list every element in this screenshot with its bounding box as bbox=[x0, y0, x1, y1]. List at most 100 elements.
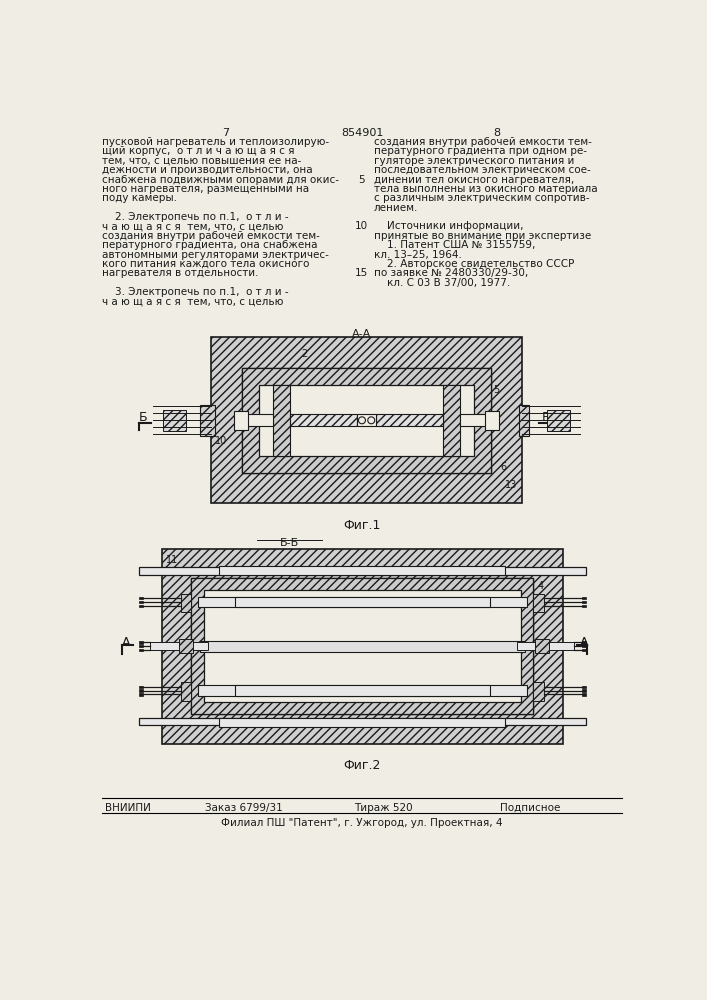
Bar bbox=[192, 578, 533, 714]
Text: 9: 9 bbox=[363, 462, 369, 472]
Text: 5: 5 bbox=[493, 385, 499, 395]
Bar bbox=[582, 605, 586, 607]
Bar bbox=[376, 414, 443, 426]
Text: снабжена подвижными опорами для окис-: снабжена подвижными опорами для окис- bbox=[103, 175, 339, 185]
Text: 1. Патент США № 3155759,: 1. Патент США № 3155759, bbox=[373, 240, 535, 250]
Bar bbox=[139, 718, 586, 725]
Text: Б: Б bbox=[542, 411, 550, 424]
Text: 854901: 854901 bbox=[341, 128, 383, 138]
Text: пературного градиента при одном ре-: пературного градиента при одном ре- bbox=[373, 146, 587, 156]
Text: 2. Электропечь по п.1,  о т л и -: 2. Электропечь по п.1, о т л и - bbox=[103, 212, 289, 222]
Text: Фиг.2: Фиг.2 bbox=[344, 759, 380, 772]
Text: 1: 1 bbox=[226, 650, 232, 660]
Bar bbox=[200, 641, 525, 652]
Text: принятые во внимание при экспертизе: принятые во внимание при экспертизе bbox=[373, 231, 591, 241]
Bar bbox=[192, 578, 533, 714]
Bar bbox=[485, 411, 499, 430]
Text: Фиг.1: Фиг.1 bbox=[344, 519, 380, 532]
Bar bbox=[582, 693, 586, 696]
Bar bbox=[460, 414, 491, 426]
Text: 8: 8 bbox=[301, 462, 308, 472]
Bar bbox=[235, 685, 490, 696]
Text: ВНИИПИ: ВНИИПИ bbox=[105, 803, 151, 813]
Text: 3: 3 bbox=[264, 650, 270, 660]
Bar bbox=[204, 590, 521, 702]
Text: создания внутри рабочей емкости тем-: создания внутри рабочей емкости тем- bbox=[103, 231, 320, 241]
Text: нагревателя в отдельности.: нагревателя в отдельности. bbox=[103, 268, 259, 278]
Text: 3: 3 bbox=[263, 462, 269, 472]
Text: последовательном электрическом сое-: последовательном электрическом сое- bbox=[373, 165, 590, 175]
Text: ч а ю щ а я с я  тем, что, с целью: ч а ю щ а я с я тем, что, с целью bbox=[103, 221, 284, 231]
Bar bbox=[582, 641, 586, 644]
Text: 2. Авторское свидетельство СССР: 2. Авторское свидетельство СССР bbox=[373, 259, 574, 269]
Text: Б-Б: Б-Б bbox=[280, 538, 300, 548]
Bar bbox=[547, 410, 571, 431]
Bar bbox=[200, 405, 215, 436]
Text: 15: 15 bbox=[354, 268, 368, 278]
Bar bbox=[235, 597, 490, 607]
Text: Источники информации,: Источники информации, bbox=[373, 221, 523, 231]
Bar bbox=[582, 597, 586, 599]
Bar bbox=[518, 405, 530, 436]
Bar bbox=[139, 649, 143, 651]
Bar bbox=[198, 597, 527, 607]
Text: А: А bbox=[122, 636, 131, 649]
Bar bbox=[139, 605, 143, 607]
Bar bbox=[139, 686, 143, 688]
Text: Подписное: Подписное bbox=[500, 803, 561, 813]
Bar bbox=[259, 385, 474, 456]
Text: 6: 6 bbox=[501, 462, 507, 472]
Bar bbox=[234, 411, 248, 430]
Text: гуляторе электрического питания и: гуляторе электрического питания и bbox=[373, 156, 574, 166]
Bar bbox=[139, 693, 143, 696]
Text: 13: 13 bbox=[506, 480, 518, 490]
Bar bbox=[163, 410, 186, 431]
Bar bbox=[582, 689, 586, 692]
Text: 10: 10 bbox=[215, 436, 227, 446]
Bar bbox=[533, 594, 544, 612]
Text: 2: 2 bbox=[301, 349, 308, 359]
Bar bbox=[151, 642, 208, 650]
Bar bbox=[534, 639, 549, 653]
Text: тем, что, с целью повышения ее на-: тем, что, с целью повышения ее на- bbox=[103, 156, 302, 166]
Text: щий корпус,  о т л и ч а ю щ а я с я: щий корпус, о т л и ч а ю щ а я с я bbox=[103, 146, 295, 156]
Text: ного нагревателя, размещенными на: ного нагревателя, размещенными на bbox=[103, 184, 310, 194]
Bar bbox=[242, 368, 491, 473]
Text: 2: 2 bbox=[247, 650, 252, 660]
Bar bbox=[533, 682, 544, 701]
Bar bbox=[198, 685, 527, 696]
Text: дежности и производительности, она: дежности и производительности, она bbox=[103, 165, 313, 175]
Text: кл. С 03 В 37/00, 1977.: кл. С 03 В 37/00, 1977. bbox=[373, 278, 510, 288]
Text: с различным электрическим сопротив-: с различным электрическим сопротив- bbox=[373, 193, 589, 203]
Text: Тираж 520: Тираж 520 bbox=[354, 803, 412, 813]
Text: 4: 4 bbox=[370, 413, 377, 423]
Bar bbox=[290, 414, 357, 426]
Text: Филиал ПШ "Патент", г. Ужгород, ул. Проектная, 4: Филиал ПШ "Патент", г. Ужгород, ул. Прое… bbox=[221, 818, 503, 828]
Text: А: А bbox=[580, 636, 589, 649]
Text: 7: 7 bbox=[290, 452, 296, 462]
Bar bbox=[219, 718, 506, 727]
Text: 4: 4 bbox=[537, 581, 543, 591]
Text: 10: 10 bbox=[355, 221, 368, 231]
Text: А-А: А-А bbox=[352, 329, 372, 339]
Text: Б: Б bbox=[139, 411, 148, 424]
Text: динении тел окисного нагревателя,: динении тел окисного нагревателя, bbox=[373, 175, 574, 185]
Bar bbox=[139, 567, 586, 575]
Text: кл. 13–25, 1964.: кл. 13–25, 1964. bbox=[373, 250, 462, 260]
Text: создания внутри рабочей емкости тем-: создания внутри рабочей емкости тем- bbox=[373, 137, 592, 147]
Text: пусковой нагреватель и теплоизолирую-: пусковой нагреватель и теплоизолирую- bbox=[103, 137, 329, 147]
Text: кого питания каждого тела окисного: кого питания каждого тела окисного bbox=[103, 259, 310, 269]
Bar bbox=[242, 368, 491, 473]
Text: пературного градиента, она снабжена: пературного градиента, она снабжена bbox=[103, 240, 318, 250]
Bar bbox=[180, 594, 192, 612]
Text: 10: 10 bbox=[202, 640, 214, 650]
Bar bbox=[582, 645, 586, 647]
Text: лением.: лением. bbox=[373, 203, 418, 213]
Text: поду камеры.: поду камеры. bbox=[103, 193, 177, 203]
Bar bbox=[357, 414, 376, 426]
Bar bbox=[517, 642, 574, 650]
Text: 12: 12 bbox=[451, 462, 464, 472]
Bar bbox=[582, 649, 586, 651]
Text: 8: 8 bbox=[493, 128, 501, 138]
Bar bbox=[242, 414, 273, 426]
